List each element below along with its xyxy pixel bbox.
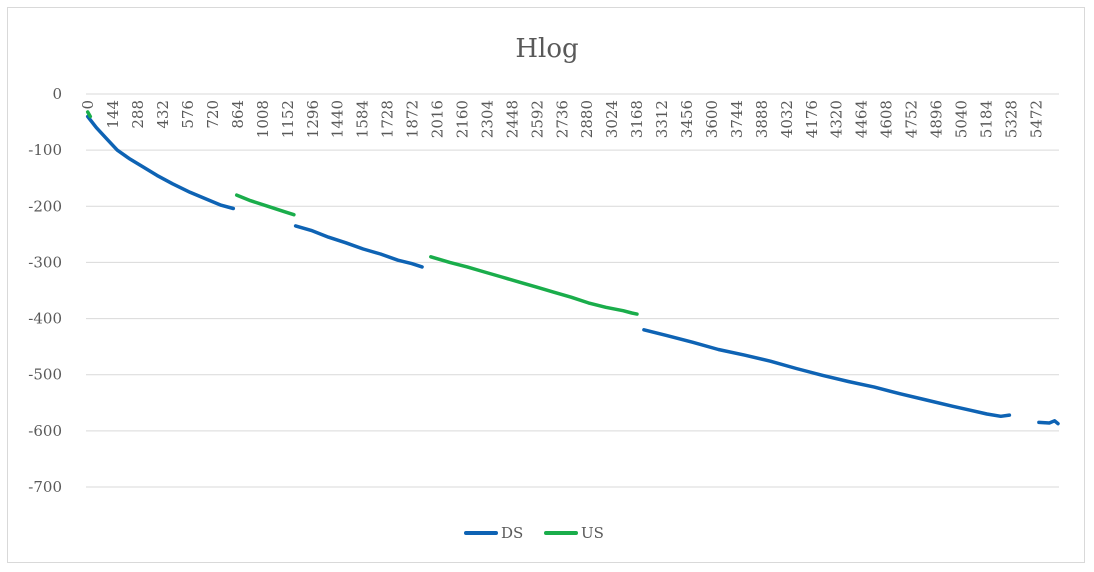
x-tick-label: 3168 (628, 100, 646, 138)
chart-title: Hlog (515, 34, 578, 64)
y-tick-label: -700 (28, 478, 62, 496)
x-axis-ticks: 0 144 288 432 576 720 864 1008 1152 1296 1440 1584 1… (79, 100, 1045, 138)
x-tick-label: 3888 (753, 100, 771, 138)
x-tick-label: 1008 (254, 100, 272, 138)
x-tick-label: 2016 (429, 100, 447, 138)
x-tick-label: 2448 (503, 100, 521, 138)
x-tick-label: 4032 (778, 100, 796, 138)
y-tick-label: -300 (28, 253, 62, 271)
series-line-us (234, 193, 296, 217)
x-tick-label: 1152 (279, 100, 297, 138)
x-tick-label: 2160 (453, 100, 471, 138)
x-tick-label: 1728 (379, 100, 397, 138)
x-tick-label: 720 (204, 100, 222, 129)
x-tick-label: 288 (129, 100, 147, 129)
legend-label-us: US (581, 524, 604, 542)
x-tick-label: 576 (179, 100, 197, 129)
x-tick-label: 2880 (578, 100, 596, 138)
legend-label-ds: DS (501, 524, 523, 542)
series-layer (85, 110, 1060, 426)
x-tick-label: 144 (104, 100, 122, 129)
series-line-ds (85, 114, 236, 211)
x-tick-label: 1584 (354, 100, 372, 138)
series-line-us (429, 255, 639, 316)
legend: DS US (464, 524, 604, 542)
series-line-ds (642, 328, 1012, 419)
x-tick-label: 432 (154, 100, 172, 129)
x-tick-label: 5472 (1027, 100, 1045, 138)
x-tick-label: 1872 (404, 100, 422, 138)
y-tick-label: 0 (52, 85, 62, 103)
y-tick-label: -500 (28, 366, 62, 384)
x-tick-label: 0 (79, 100, 97, 110)
x-tick-label: 4176 (803, 100, 821, 138)
x-tick-label: 4320 (828, 100, 846, 138)
gridlines (86, 93, 1059, 488)
y-tick-label: -600 (28, 422, 62, 440)
x-tick-label: 3024 (603, 100, 621, 138)
series-line-ds (293, 224, 424, 269)
x-tick-label: 1440 (329, 100, 347, 138)
x-tick-label: 2304 (478, 100, 496, 138)
x-tick-label: 3744 (728, 100, 746, 138)
x-tick-label: 3312 (653, 100, 671, 138)
x-tick-label: 4896 (928, 100, 946, 138)
x-tick-label: 2592 (528, 100, 546, 138)
y-tick-label: -200 (28, 197, 62, 215)
y-tick-label: -400 (28, 310, 62, 328)
chart-frame (7, 7, 1085, 563)
x-tick-label: 4608 (878, 100, 896, 138)
series-line-us (85, 110, 93, 119)
x-tick-label: 5040 (952, 100, 970, 138)
x-tick-label: 3456 (678, 100, 696, 138)
x-tick-label: 5328 (1002, 100, 1020, 138)
x-tick-label: 5184 (977, 100, 995, 138)
x-tick-label: 864 (229, 100, 247, 129)
x-tick-label: 4464 (853, 100, 871, 138)
x-tick-label: 2736 (553, 100, 571, 138)
series-line-ds (1037, 419, 1060, 426)
x-tick-label: 4752 (903, 100, 921, 138)
x-tick-label: 1296 (304, 100, 322, 138)
x-tick-label: 3600 (703, 100, 721, 138)
y-axis-ticks: 0 -100 -200 -300 -400 -500 -600 -700 (28, 85, 62, 496)
y-tick-label: -100 (28, 141, 62, 159)
